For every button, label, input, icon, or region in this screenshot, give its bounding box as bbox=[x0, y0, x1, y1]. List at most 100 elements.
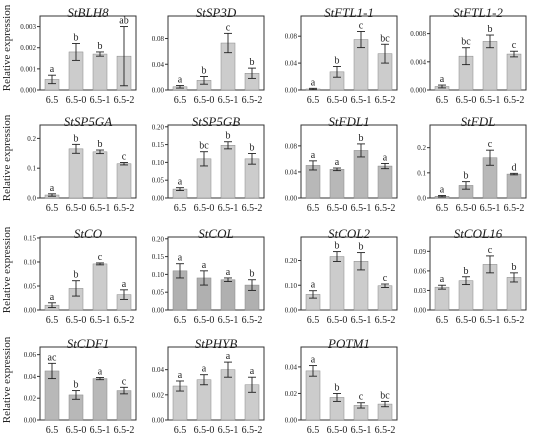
stsp5gb-plot-frame bbox=[167, 124, 265, 199]
stsp3d-sig-label: c bbox=[226, 22, 231, 33]
stco-sig-label: c bbox=[98, 252, 103, 263]
stsp5ga-ytick-label: 0.1 bbox=[27, 165, 36, 173]
stftl1-2-x-label: 6.5-0 bbox=[456, 95, 477, 106]
stftl1-2-ytick-label: 0.000 bbox=[410, 87, 426, 95]
stcol2-sig-label: b bbox=[359, 242, 364, 253]
stcdf1-sig-label: c bbox=[122, 376, 127, 387]
stcdf1-title: StCDF1 bbox=[67, 336, 110, 351]
stphyb-ytick-label: 0.04 bbox=[152, 366, 165, 374]
stco-x-label: 6.5-1 bbox=[90, 315, 111, 326]
stsp3d-title: StSP3D bbox=[196, 5, 237, 20]
stsp5ga-x-label: 6.5-2 bbox=[114, 203, 135, 214]
stfdl-sig-label: d bbox=[512, 162, 517, 173]
stsp3d-x-label: 6.5-0 bbox=[194, 95, 215, 106]
ylabel-row-1: Relative expression bbox=[1, 4, 13, 91]
stsp5ga-sig-label: c bbox=[122, 152, 127, 163]
stftl1-2-x-label: 6.5 bbox=[436, 95, 449, 106]
stcdf1-bar bbox=[116, 390, 132, 421]
stphyb-x-label: 6.5-1 bbox=[218, 425, 239, 436]
stfdl1-ytick-label: 0.08 bbox=[285, 142, 298, 150]
stblh8-x-label: 6.5 bbox=[46, 95, 59, 106]
stcol16-ytick-label: 0.03 bbox=[414, 287, 427, 295]
stphyb-x-label: 6.5 bbox=[174, 425, 187, 436]
stcol16-x-label: 6.5-2 bbox=[504, 315, 525, 326]
stsp5gb-ytick-label: 0.10 bbox=[152, 159, 165, 167]
stftl1-1-ytick-label: 0.04 bbox=[285, 60, 298, 68]
stsp5ga-x-label: 6.5-1 bbox=[90, 203, 111, 214]
stfdl1-x-label: 6.5 bbox=[307, 203, 320, 214]
stsp5ga-x-label: 6.5-0 bbox=[66, 203, 87, 214]
stblh8-sig-label: b bbox=[98, 41, 103, 52]
stfdl-x-label: 6.5 bbox=[436, 203, 449, 214]
stcol16-sig-label: b bbox=[512, 262, 517, 273]
stsp3d-sig-label: b bbox=[202, 65, 207, 76]
potm1-sig-label: b bbox=[335, 382, 340, 393]
stfdl-sig-label: b bbox=[464, 171, 469, 182]
stco-bar bbox=[92, 263, 108, 311]
stcdf1-ytick-label: 0.04 bbox=[24, 373, 37, 381]
stco-ytick-label: 0.05 bbox=[24, 282, 37, 290]
stcdf1-ytick-label: 0.00 bbox=[24, 417, 37, 425]
stcol-x-label: 6.5 bbox=[174, 315, 187, 326]
stphyb-sig-label: a bbox=[250, 366, 255, 377]
stcol2-x-label: 6.5-1 bbox=[351, 315, 372, 326]
stfdl1-bar bbox=[329, 169, 345, 199]
stsp5gb-sig-label: b bbox=[226, 131, 231, 142]
stsp5gb-sig-label: bc bbox=[199, 141, 209, 152]
stco-plot-frame bbox=[39, 236, 137, 311]
potm1-bar bbox=[305, 370, 321, 421]
stsp5ga-x-label: 6.5 bbox=[46, 203, 59, 214]
stco-ytick-label: 0.10 bbox=[24, 258, 37, 266]
stcol-sig-label: a bbox=[178, 253, 183, 264]
stblh8-ytick-label: 0.002 bbox=[20, 44, 36, 52]
stftl1-2-sig-label: c bbox=[512, 40, 517, 51]
stco-x-label: 6.5 bbox=[46, 315, 59, 326]
stphyb-sig-label: a bbox=[226, 351, 231, 362]
stfdl1-ytick-label: 0.04 bbox=[285, 168, 298, 176]
stsp5gb-ytick-label: 0.15 bbox=[152, 141, 165, 149]
stfdl-sig-label: a bbox=[440, 184, 445, 195]
stftl1-2-sig-label: a bbox=[440, 74, 445, 85]
stblh8-x-label: 6.5-1 bbox=[90, 95, 111, 106]
stcol16-x-label: 6.5 bbox=[436, 315, 449, 326]
stfdl1-x-label: 6.5-0 bbox=[327, 203, 348, 214]
stsp5ga-plot-frame bbox=[39, 124, 137, 199]
stphyb-title: StPHYB bbox=[195, 336, 238, 351]
stblh8-x-label: 6.5-0 bbox=[66, 95, 87, 106]
ylabel-row-4: Relative expression bbox=[1, 336, 13, 423]
stsp5ga-sig-label: a bbox=[50, 183, 55, 194]
stblh8-ytick-label: 0.001 bbox=[20, 65, 36, 73]
stsp3d-sig-label: b bbox=[250, 57, 255, 68]
stsp5gb-x-label: 6.5-1 bbox=[218, 203, 239, 214]
stsp3d-sig-label: a bbox=[178, 74, 183, 85]
stcol2-sig-label: a bbox=[311, 280, 316, 291]
stphyb-x-label: 6.5-2 bbox=[242, 425, 263, 436]
stfdl-ytick-label: 0.0 bbox=[417, 195, 426, 203]
stblh8-x-label: 6.5-2 bbox=[114, 95, 135, 106]
stftl1-2-x-label: 6.5-2 bbox=[504, 95, 525, 106]
stco-sig-label: a bbox=[50, 292, 55, 303]
stcol-x-label: 6.5-1 bbox=[218, 315, 239, 326]
stfdl1-ytick-label: 0.00 bbox=[285, 195, 298, 203]
stftl1-1-x-label: 6.5 bbox=[307, 95, 320, 106]
stftl1-1-title: StFTL1-1 bbox=[324, 5, 374, 20]
stfdl1-sig-label: a bbox=[383, 152, 388, 163]
stcdf1-sig-label: a bbox=[98, 367, 103, 378]
potm1-ytick-label: 0.02 bbox=[285, 390, 298, 398]
ylabel-row-3: Relative expression bbox=[1, 226, 13, 313]
stftl1-1-x-label: 6.5-2 bbox=[375, 95, 396, 106]
stftl1-1-sig-label: b bbox=[335, 55, 340, 66]
stsp5ga-bar bbox=[116, 163, 132, 199]
potm1-ytick-label: 0.00 bbox=[285, 417, 298, 425]
stfdl-x-label: 6.5-0 bbox=[456, 203, 477, 214]
stcol16-sig-label: b bbox=[464, 266, 469, 277]
stftl1-2-ytick-label: 0.008 bbox=[410, 30, 426, 38]
stcol16-title: StCOL16 bbox=[454, 226, 503, 241]
stblh8-sig-label: b bbox=[74, 32, 79, 43]
stcol-x-label: 6.5-2 bbox=[242, 315, 263, 326]
stblh8-ytick-label: 0.003 bbox=[20, 23, 36, 31]
stcol-ytick-label: 0.00 bbox=[152, 307, 165, 315]
stco-x-label: 6.5-2 bbox=[114, 315, 135, 326]
stco-x-label: 6.5-0 bbox=[66, 315, 87, 326]
